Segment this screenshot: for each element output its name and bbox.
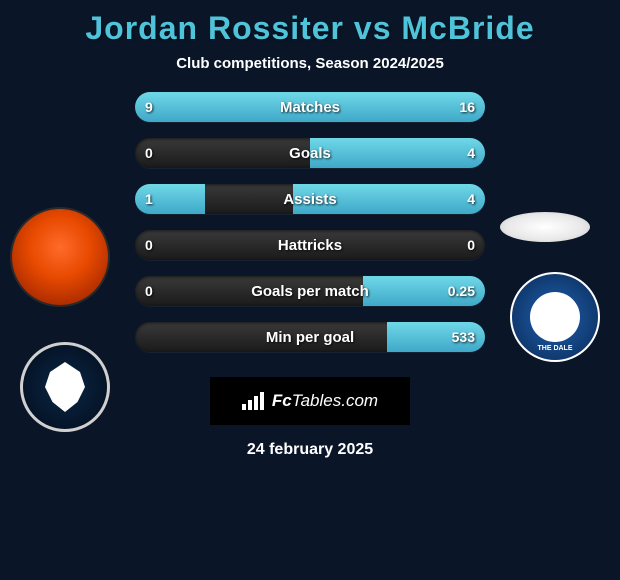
stat-value-left: 0 — [145, 145, 153, 161]
owl-icon — [40, 362, 90, 412]
stat-fill-left — [135, 92, 261, 122]
stat-bar: 1 Assists 4 — [135, 184, 485, 214]
stat-bar: 0 Goals per match 0.25 — [135, 276, 485, 306]
comparison-subtitle: Club competitions, Season 2024/2025 — [0, 55, 620, 72]
club-motto: THE DALE — [538, 345, 573, 352]
stat-value-left: 9 — [145, 99, 153, 115]
stat-bar: Min per goal 533 — [135, 322, 485, 352]
brand-suffix: Tables.com — [292, 391, 378, 410]
stat-value-right: 4 — [467, 145, 475, 161]
stat-value-left: 1 — [145, 191, 153, 207]
brand-footer: FcTables.com — [210, 377, 410, 425]
stat-value-right: 4 — [467, 191, 475, 207]
player2-club-badge: THE DALE — [510, 272, 600, 362]
infographic-container: Jordan Rossiter vs McBride Club competit… — [0, 0, 620, 580]
stat-value-right: 533 — [452, 329, 475, 345]
stats-area: THE DALE 9 Matches 16 0 Goals 4 1 Assists 4 0 Hatt… — [0, 92, 620, 352]
stat-label: Hattricks — [278, 237, 342, 254]
footer-date: 24 february 2025 — [0, 441, 620, 459]
stat-value-left: 0 — [145, 283, 153, 299]
stat-label: Goals — [289, 145, 331, 162]
stat-bar: 9 Matches 16 — [135, 92, 485, 122]
stat-label: Goals per match — [251, 283, 369, 300]
stat-label: Matches — [280, 99, 340, 116]
stat-label: Min per goal — [266, 329, 354, 346]
stat-value-right: 0.25 — [448, 283, 475, 299]
stat-bar: 0 Hattricks 0 — [135, 230, 485, 260]
stat-bar: 0 Goals 4 — [135, 138, 485, 168]
stat-fill-right — [310, 138, 485, 168]
comparison-title: Jordan Rossiter vs McBride — [0, 10, 620, 47]
bar-chart-icon — [242, 392, 264, 410]
player1-club-badge — [20, 342, 110, 432]
stat-value-right: 0 — [467, 237, 475, 253]
player1-photo — [10, 207, 110, 307]
stat-bars-column: 9 Matches 16 0 Goals 4 1 Assists 4 0 Hattricks 0 0 Go… — [135, 92, 485, 352]
brand-prefix: Fc — [272, 391, 292, 410]
stat-value-left: 0 — [145, 237, 153, 253]
stat-value-right: 16 — [459, 99, 475, 115]
shield-icon — [530, 292, 580, 342]
stat-label: Assists — [283, 191, 336, 208]
brand-text: FcTables.com — [272, 391, 378, 411]
player2-photo — [500, 212, 590, 242]
